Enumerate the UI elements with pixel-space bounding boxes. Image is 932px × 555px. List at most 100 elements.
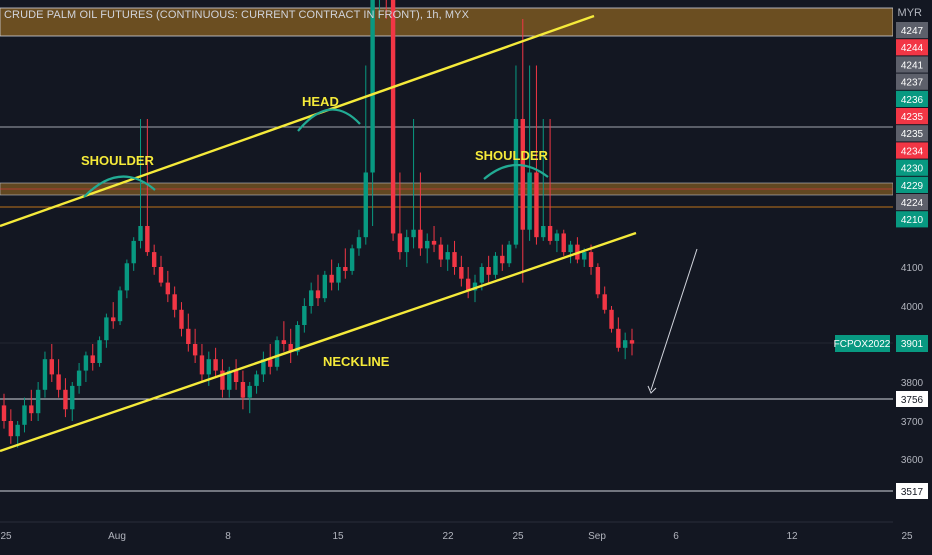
time-axis[interactable] xyxy=(0,522,893,550)
candle xyxy=(616,317,621,352)
y-tick-label: 3700 xyxy=(901,417,924,428)
price-tag: 4234 xyxy=(901,146,924,157)
candle xyxy=(29,389,34,421)
symbol-label: FCPOX2022 xyxy=(834,339,891,350)
candle xyxy=(349,244,355,275)
candle xyxy=(622,332,628,360)
x-tick-label: 8 xyxy=(225,531,231,542)
candle xyxy=(179,302,184,337)
candle xyxy=(445,244,450,271)
price-tag: 4236 xyxy=(901,95,924,106)
candle xyxy=(527,65,532,241)
candle xyxy=(124,259,130,299)
candle xyxy=(356,229,362,256)
price-tag: 4235 xyxy=(901,112,924,123)
upper-trendline[interactable] xyxy=(0,14,595,228)
price-tag-box xyxy=(896,108,928,125)
candle xyxy=(83,351,89,382)
x-tick-label: 25 xyxy=(901,531,913,542)
candle xyxy=(629,328,635,356)
x-tick-label: Aug xyxy=(108,531,126,542)
candle xyxy=(315,274,321,306)
right-shoulder-arc xyxy=(483,163,549,180)
x-tick-label: 25 xyxy=(0,531,12,542)
x-tick-label: 6 xyxy=(673,531,679,542)
chart-title: CRUDE PALM OIL FUTURES (CONTINUOUS: CURR… xyxy=(4,9,470,21)
candle xyxy=(172,286,177,318)
neckline-trendline[interactable] xyxy=(0,231,637,453)
projection-arrow xyxy=(650,248,698,391)
candle xyxy=(520,19,525,283)
price-tag-box xyxy=(896,22,928,39)
level-tag-box-1 xyxy=(896,483,928,499)
candle xyxy=(438,237,444,267)
candle xyxy=(486,255,491,283)
candle xyxy=(165,270,171,303)
symbol-price-box xyxy=(896,335,928,352)
price-tag-box xyxy=(896,90,928,107)
candle xyxy=(240,370,246,410)
candle xyxy=(15,421,20,448)
x-tick-label: 12 xyxy=(786,531,798,542)
price-tag: 4244 xyxy=(901,43,924,54)
price-tag: 4230 xyxy=(901,164,924,175)
candle xyxy=(49,344,54,382)
candle xyxy=(186,313,191,352)
candle xyxy=(452,240,457,275)
candle xyxy=(220,359,225,398)
candle xyxy=(404,229,409,267)
candle xyxy=(261,351,266,382)
annotation-right-shoulder: SHOULDER xyxy=(475,148,549,163)
candle xyxy=(541,118,546,241)
level-tag-0: 3756 xyxy=(901,395,924,406)
candle xyxy=(602,286,607,314)
candle xyxy=(302,298,307,333)
candle xyxy=(247,382,252,414)
candle xyxy=(609,306,614,333)
candle xyxy=(254,370,259,394)
candle xyxy=(568,240,573,264)
candle xyxy=(397,172,403,260)
candle xyxy=(213,347,218,379)
candle xyxy=(22,397,27,433)
resistance-zone-top xyxy=(0,7,894,37)
level-tag-1: 3517 xyxy=(901,487,924,498)
candle xyxy=(547,118,553,245)
candle xyxy=(35,382,41,421)
x-tick-label: 25 xyxy=(512,531,524,542)
price-tag-box xyxy=(896,159,928,176)
candle xyxy=(111,302,116,329)
price-tag: 4224 xyxy=(901,198,924,209)
candle xyxy=(554,229,560,253)
price-tag: 4237 xyxy=(901,78,924,89)
candle xyxy=(370,0,375,226)
candle xyxy=(281,321,287,352)
candle xyxy=(288,328,293,363)
candle xyxy=(151,244,157,275)
candle xyxy=(329,259,334,291)
candle xyxy=(343,248,348,279)
level-tag-box-0 xyxy=(896,391,928,407)
candle xyxy=(513,65,519,249)
left-shoulder-arc xyxy=(83,175,156,198)
price-tag: 4235 xyxy=(901,129,924,140)
candle xyxy=(336,263,341,291)
candle xyxy=(390,0,396,241)
price-tags: 4247 4244 4241 4237 4236 4235 4235 4234 4230 4229… xyxy=(896,22,928,228)
symbol-price: 3901 xyxy=(901,339,924,350)
candle xyxy=(199,344,205,382)
y-tick-label: 3600 xyxy=(901,455,924,466)
candle xyxy=(138,118,143,249)
price-tag: 4210 xyxy=(901,215,924,226)
candle xyxy=(76,363,82,394)
candle xyxy=(411,118,416,249)
price-tag-box xyxy=(896,56,928,73)
annotation-neckline: NECKLINE xyxy=(323,354,390,369)
price-tag-box xyxy=(896,211,928,228)
candle xyxy=(431,226,437,253)
candle xyxy=(104,313,109,348)
currency-label: MYR xyxy=(897,7,922,19)
candle xyxy=(534,65,539,245)
